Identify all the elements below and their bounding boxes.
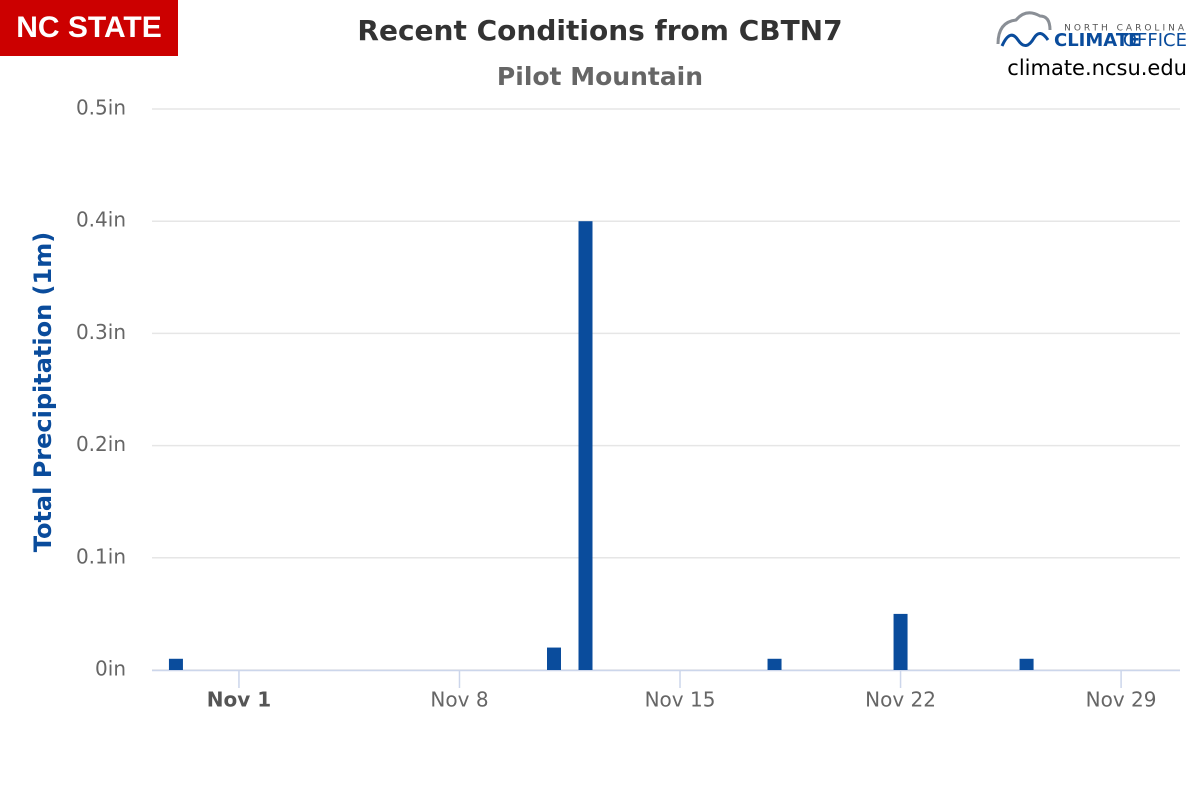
y-tick-label: 0.1in	[76, 544, 126, 568]
bar	[893, 613, 908, 670]
chart-subtitle: Pilot Mountain	[497, 62, 703, 91]
logo-office: OFFICE	[1123, 30, 1187, 51]
logo-small: NORTH CAROLINA	[1064, 24, 1187, 34]
y-tick-label: 0.5in	[76, 96, 126, 120]
bar	[547, 647, 562, 670]
bar	[578, 221, 593, 670]
bar	[767, 658, 782, 670]
logo-main: CLIMATE	[1054, 30, 1140, 51]
bar	[1019, 658, 1034, 670]
x-tick-label: Nov 1	[207, 688, 271, 712]
x-tick-label: Nov 22	[865, 688, 936, 712]
chart-title: Recent Conditions from CBTN7	[357, 14, 842, 47]
bar	[168, 658, 183, 670]
y-tick-label: 0.3in	[76, 320, 126, 344]
climate-logo: NORTH CAROLINA CLIMATE OFFICE	[996, 11, 1187, 51]
x-tick-label: Nov 29	[1086, 688, 1157, 712]
x-tick-label: Nov 8	[430, 688, 488, 712]
ncstate-text: NC STATE	[16, 11, 162, 44]
x-tick-label: Nov 15	[645, 688, 716, 712]
y-tick-label: 0.2in	[76, 432, 126, 456]
y-tick-label: 0in	[95, 657, 126, 681]
y-axis-title: Total Precipitation (1m)	[29, 232, 57, 552]
y-tick-label: 0.4in	[76, 208, 126, 232]
url: climate.ncsu.edu	[1007, 56, 1187, 80]
ncstate-logo	[0, 0, 178, 56]
